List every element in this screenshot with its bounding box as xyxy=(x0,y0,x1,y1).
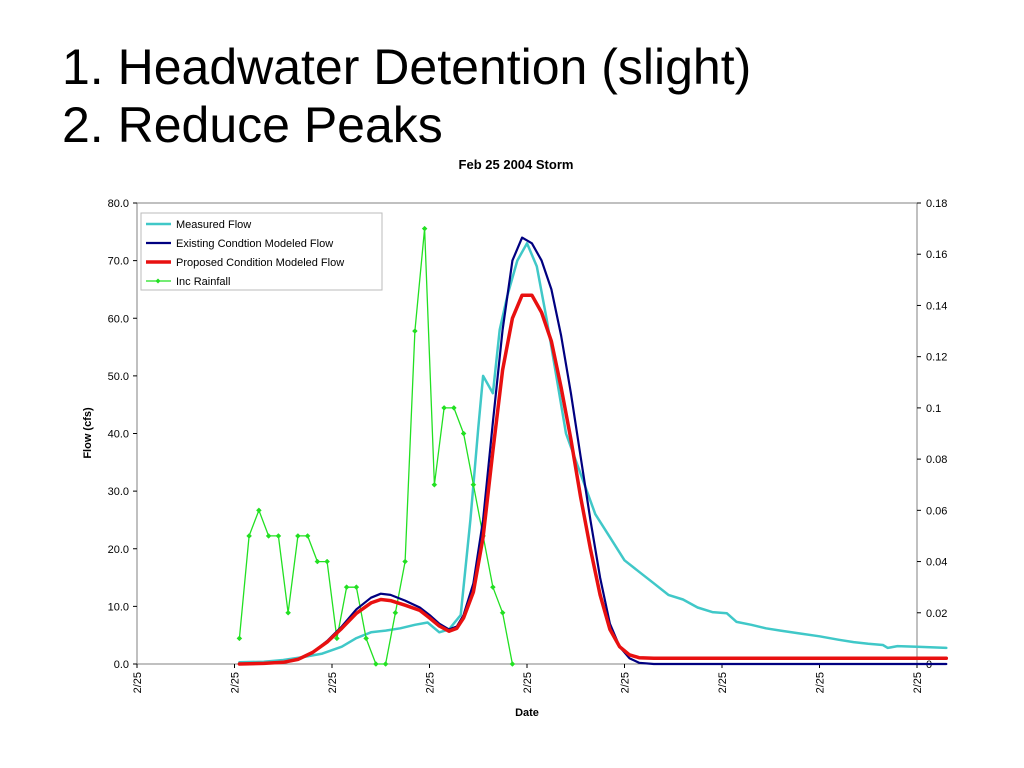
y2-tick-label: 0.06 xyxy=(926,505,947,517)
rainfall-point xyxy=(392,609,399,616)
x-tick-label: 2/25 xyxy=(522,672,534,693)
y-tick-label: 80.0 xyxy=(108,198,129,210)
rainfall-point xyxy=(412,328,418,334)
rainfall-point xyxy=(451,405,457,411)
x-tick-label: 2/25 xyxy=(815,672,827,693)
rainfall-point xyxy=(314,558,321,565)
rainfall-point xyxy=(441,405,447,411)
rainfall-point xyxy=(275,533,282,539)
rainfall-point xyxy=(334,635,340,642)
rainfall-point xyxy=(402,558,408,565)
x-tick-label: 2/25 xyxy=(717,672,729,693)
y-tick-label: 0.0 xyxy=(114,659,129,671)
proposed-condition-modeled-flow-line xyxy=(237,293,949,666)
legend-marker xyxy=(155,278,161,284)
x-tick-label: 2/25 xyxy=(327,672,339,693)
legend-box xyxy=(140,212,383,291)
rainfall-point xyxy=(256,507,262,514)
legend-label: Measured Flow xyxy=(176,219,251,231)
y2-tick-label: 0.14 xyxy=(926,300,947,312)
slide-title: 1. Headwater Detention (slight) 2. Reduc… xyxy=(62,38,751,154)
rainfall-point xyxy=(363,635,369,642)
y-tick-label: 30.0 xyxy=(108,486,129,498)
rainfall-point xyxy=(246,533,252,539)
rainfall-point xyxy=(490,584,496,591)
legend-label: Existing Condtion Modeled Flow xyxy=(176,238,333,250)
rainfall-point xyxy=(285,609,291,616)
secondary-y-axis: 00.020.040.060.080.10.120.140.160.18 xyxy=(917,198,947,671)
measured-flow-line xyxy=(238,242,948,664)
y2-tick-label: 0.1 xyxy=(926,403,941,415)
rainfall-point xyxy=(373,661,379,667)
rainfall-point xyxy=(431,481,438,488)
rainfall-point xyxy=(499,609,506,616)
x-tick-label: 2/25 xyxy=(620,672,632,693)
rainfall-point xyxy=(265,533,272,539)
y-tick-label: 60.0 xyxy=(108,313,129,325)
x-tick-label: 2/25 xyxy=(425,672,437,693)
y-tick-label: 50.0 xyxy=(108,371,129,383)
y-tick-label: 10.0 xyxy=(108,601,129,613)
x-tick-label: 2/25 xyxy=(132,672,144,693)
x-tick-label: 2/25 xyxy=(230,672,242,693)
y-tick-label: 40.0 xyxy=(108,429,129,441)
legend: Measured Flow Existing Condtion Modeled F… xyxy=(140,212,383,291)
rainfall-point xyxy=(509,661,516,667)
x-axis-label: Date xyxy=(515,707,539,719)
rainfall-point xyxy=(421,225,428,232)
y-tick-label: 20.0 xyxy=(108,544,129,556)
y2-tick-label: 0.16 xyxy=(926,249,947,261)
rainfall-point xyxy=(295,533,301,539)
y2-tick-label: 0.04 xyxy=(926,557,947,569)
chart-title: Feb 25 2004 Storm xyxy=(459,157,574,172)
rainfall-point xyxy=(470,481,477,488)
legend-label: Inc Rainfall xyxy=(176,276,230,288)
y2-tick-label: 0.18 xyxy=(926,198,947,210)
y2-tick-label: 0.12 xyxy=(926,352,947,364)
rainfall-point xyxy=(382,661,389,667)
y-axis-label: Flow (cfs) xyxy=(82,407,94,459)
rainfall-point xyxy=(324,558,330,565)
rainfall-point xyxy=(236,635,243,642)
slide-title-line-2: 2. Reduce Peaks xyxy=(62,97,443,153)
y-axis: 0.0 10.0 20.0 30.0 40.0 50.0 60.0 70.0 80.0 xyxy=(108,198,137,671)
rainfall-point xyxy=(460,430,467,437)
x-axis: 2/25 2/25 2/25 2/25 2/25 2/25 2/25 2/25 2/25 xyxy=(132,664,924,693)
slide-title-line-1: 1. Headwater Detention (slight) xyxy=(62,39,752,95)
series-layer xyxy=(236,225,949,667)
y2-tick-label: 0.02 xyxy=(926,608,947,620)
y2-tick-label: 0.08 xyxy=(926,454,947,466)
y-tick-label: 70.0 xyxy=(108,256,129,268)
x-tick-label: 2/25 xyxy=(912,672,924,693)
rainfall-point xyxy=(353,584,360,591)
rainfall-point xyxy=(343,584,350,591)
legend-label: Proposed Condition Modeled Flow xyxy=(176,257,344,269)
rainfall-point xyxy=(304,533,311,539)
